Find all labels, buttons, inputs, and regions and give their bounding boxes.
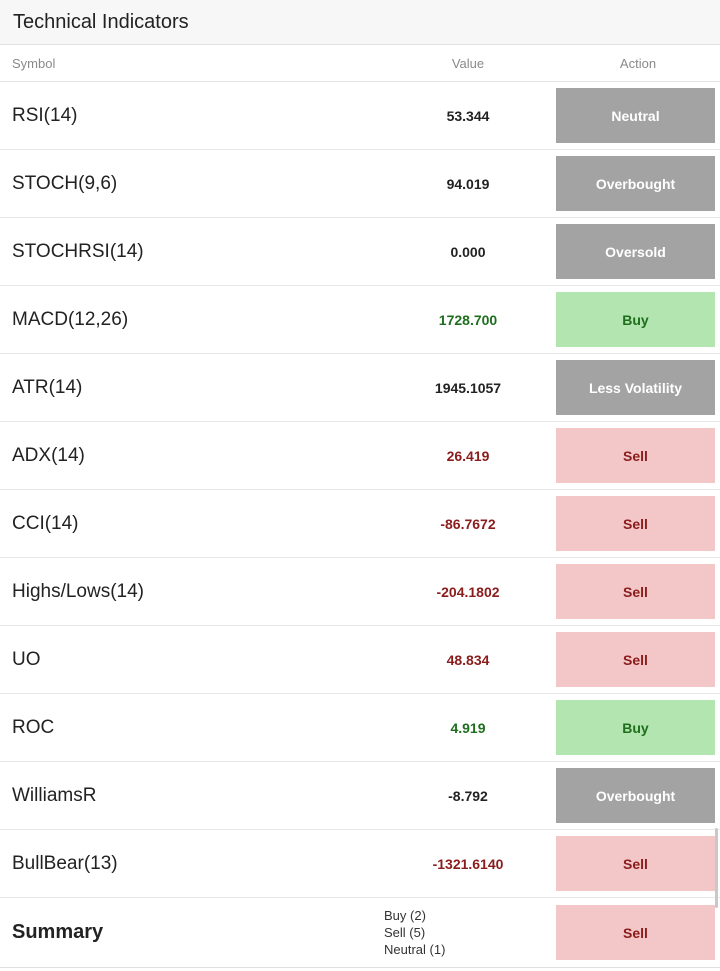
action-cell: Oversold [556,224,720,279]
indicator-value: -1321.6140 [432,855,504,872]
action-button[interactable]: Sell [556,632,715,687]
action-cell: Sell [556,428,720,483]
indicator-symbol: Highs/Lows(14) [12,580,144,602]
indicator-value: 48.834 [446,651,490,668]
action-button[interactable]: Buy [556,700,715,755]
table-row[interactable]: UO 48.834 Sell [0,626,720,694]
summary-neutral-count: Neutral (1) [384,942,446,957]
indicator-symbol: WilliamsR [12,784,97,806]
table-row[interactable]: STOCHRSI(14) 0.000 Oversold [0,218,720,286]
table-row[interactable]: RSI(14) 53.344 Neutral [0,82,720,150]
indicator-value: -8.792 [448,787,488,804]
action-button[interactable]: Overbought [556,768,715,823]
indicator-symbol: ADX(14) [12,444,85,466]
indicator-value: 94.019 [446,175,490,192]
action-cell: Sell [556,836,720,891]
action-button[interactable]: Neutral [556,88,715,143]
indicator-symbol: ATR(14) [12,376,83,398]
title-bar: Technical Indicators [0,0,720,45]
indicator-value: 4.919 [450,719,486,736]
table-row[interactable]: STOCH(9,6) 94.019 Overbought [0,150,720,218]
table-row[interactable]: MACD(12,26) 1728.700 Buy [0,286,720,354]
table-row[interactable]: Highs/Lows(14) -204.1802 Sell [0,558,720,626]
table-row[interactable]: ROC 4.919 Buy [0,694,720,762]
action-cell: Sell [556,496,720,551]
action-button[interactable]: Less Volatility [556,360,715,415]
action-button[interactable]: Sell [556,496,715,551]
action-button[interactable]: Oversold [556,224,715,279]
indicator-value: 1728.700 [438,311,498,328]
action-cell: Buy [556,292,720,347]
page-title: Technical Indicators [13,10,189,33]
indicator-symbol: MACD(12,26) [12,308,129,330]
table-row[interactable]: CCI(14) -86.7672 Sell [0,490,720,558]
table-row[interactable]: BullBear(13) -1321.6140 Sell [0,830,720,898]
table-row[interactable]: ATR(14) 1945.1057 Less Volatility [0,354,720,422]
table-header: Symbol Value Action [0,45,720,82]
summary-action-button[interactable]: Sell [556,905,715,960]
summary-sell-count: Sell (5) [384,925,426,940]
scrollbar-thumb[interactable] [715,828,718,908]
indicator-value: 1945.1057 [434,379,502,396]
indicator-value: -204.1802 [436,583,500,600]
indicator-symbol: RSI(14) [12,104,78,126]
indicator-symbol: STOCH(9,6) [12,172,118,194]
indicator-table-body: RSI(14) 53.344 Neutral STOCH(9,6) 94.019 Over… [0,82,720,898]
summary-buy-count: Buy (2) [384,908,426,923]
table-row[interactable]: ADX(14) 26.419 Sell [0,422,720,490]
indicator-symbol: ROC [12,716,55,738]
action-cell: Less Volatility [556,360,720,415]
indicator-value: 53.344 [446,107,490,124]
indicator-symbol: BullBear(13) [12,852,118,874]
indicator-value: -86.7672 [440,515,496,532]
action-button[interactable]: Overbought [556,156,715,211]
indicator-value: 26.419 [446,447,490,464]
action-cell: Neutral [556,88,720,143]
action-cell: Sell [556,632,720,687]
column-header-value: Value [451,55,485,71]
action-button[interactable]: Buy [556,292,715,347]
summary-label: Summary [12,921,104,943]
action-cell: Sell [556,564,720,619]
action-cell: Buy [556,700,720,755]
table-row[interactable]: WilliamsR -8.792 Overbought [0,762,720,830]
summary-action-cell: Sell [556,905,720,960]
indicator-value: 0.000 [450,243,486,260]
indicator-symbol: UO [12,648,41,670]
action-button[interactable]: Sell [556,564,715,619]
column-header-action: Action [619,55,657,71]
indicator-symbol: STOCHRSI(14) [12,240,144,262]
summary-row: Summary Buy (2) Sell (5) Neutral (1) Sel… [0,898,720,968]
column-header-symbol: Symbol [12,55,56,71]
action-cell: Overbought [556,156,720,211]
action-cell: Overbought [556,768,720,823]
action-button[interactable]: Sell [556,836,715,891]
summary-counts: Buy (2) Sell (5) Neutral (1) [384,907,556,958]
indicator-symbol: CCI(14) [12,512,79,534]
action-button[interactable]: Sell [556,428,715,483]
